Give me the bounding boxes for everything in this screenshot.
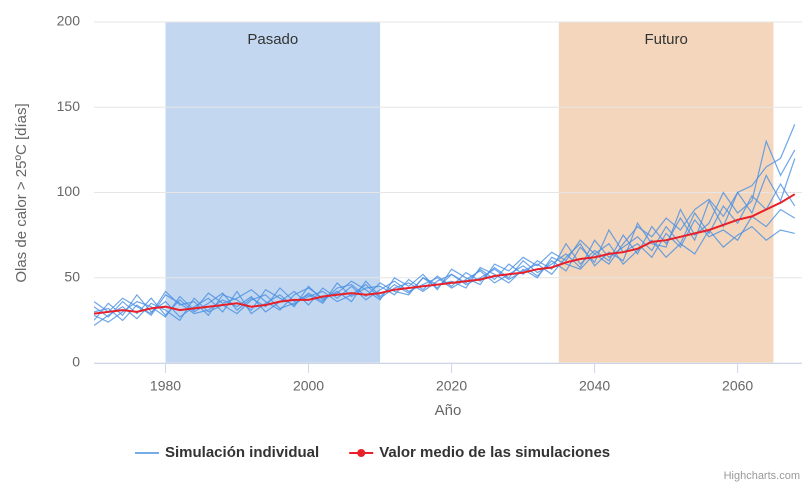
axes: 0 50 100 150 200 1980 2000 2020 2040 2060 bbox=[57, 13, 802, 394]
y-tick-label: 0 bbox=[72, 354, 80, 370]
y-axis-title: Olas de calor > 25ºC [días] bbox=[13, 103, 30, 282]
y-tick-label: 200 bbox=[57, 13, 81, 29]
y-tick-label: 50 bbox=[64, 268, 80, 284]
x-tick-label: 2040 bbox=[579, 378, 610, 394]
x-tick-label: 2020 bbox=[436, 378, 467, 394]
y-tick-label: 100 bbox=[57, 183, 81, 199]
plot-band-label: Pasado bbox=[247, 31, 298, 48]
x-tick-label: 2000 bbox=[293, 378, 324, 394]
simulation-line bbox=[94, 139, 796, 326]
simulation-line bbox=[94, 182, 796, 318]
series-lines bbox=[94, 124, 796, 326]
legend-label: Simulación individual bbox=[165, 444, 319, 461]
x-tick-label: 1980 bbox=[150, 378, 181, 394]
y-tick-label: 150 bbox=[57, 98, 81, 114]
x-tick-label: 2060 bbox=[722, 378, 753, 394]
legend-marker bbox=[357, 449, 366, 457]
credit: Highcharts.com bbox=[724, 470, 800, 482]
mean-line bbox=[94, 193, 796, 315]
simulation-line bbox=[94, 124, 796, 323]
x-axis-title: Año bbox=[435, 402, 462, 419]
plot-band-label: Futuro bbox=[644, 31, 687, 48]
legend-label: Valor medio de las simulaciones bbox=[379, 444, 610, 461]
